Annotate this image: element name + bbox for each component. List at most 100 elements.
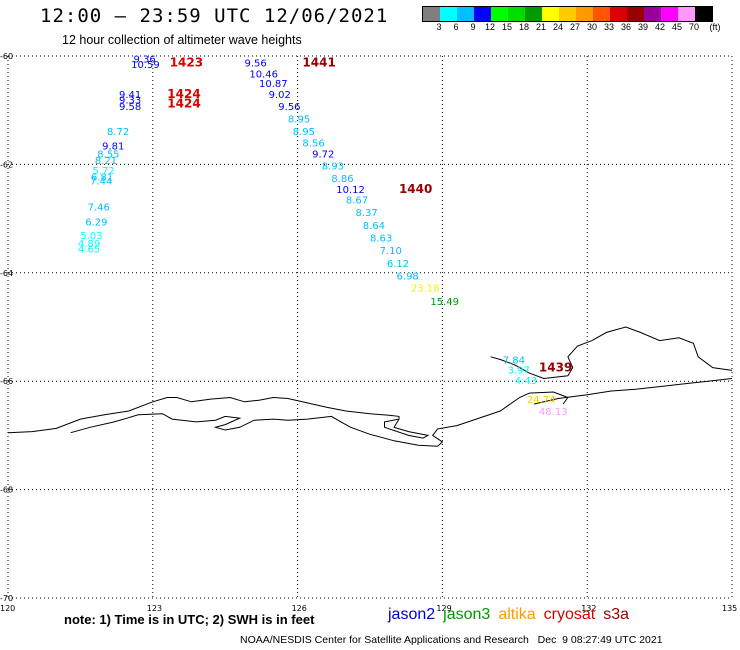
colorbar-tick: 12 xyxy=(484,22,496,32)
swh-label: 7.10 xyxy=(380,246,402,257)
legend-item: jason3 xyxy=(443,606,491,623)
swh-label: 10.87 xyxy=(259,79,288,90)
colorbar-swatch xyxy=(627,7,644,21)
orbit-label: 1441 xyxy=(302,56,335,70)
swh-label: 9.56 xyxy=(245,59,267,70)
coastline-segment xyxy=(7,396,430,439)
colorbar-swatch xyxy=(474,7,491,21)
colorbar-swatch xyxy=(508,7,525,21)
colorbar-tick: 21 xyxy=(535,22,547,32)
lat-tick-label: -64 xyxy=(0,269,13,278)
swh-label: 8.95 xyxy=(288,114,310,125)
colorbar-swatch xyxy=(593,7,610,21)
colorbar-tick: 24 xyxy=(552,22,564,32)
colorbar-tick: 42 xyxy=(654,22,666,32)
lat-tick-label: -62 xyxy=(0,160,13,169)
page-subtitle: 12 hour collection of altimeter wave hei… xyxy=(62,33,302,47)
colorbar-tick: 45 xyxy=(671,22,683,32)
colorbar-swatch xyxy=(644,7,661,21)
swh-label: 8.95 xyxy=(293,127,315,138)
colorbar-tick: 30 xyxy=(586,22,598,32)
page-title: 12:00 – 23:59 UTC 12/06/2021 xyxy=(40,5,389,27)
swh-label: 7.46 xyxy=(88,203,110,214)
swh-label: 9.56 xyxy=(278,102,300,113)
coastline-segment xyxy=(533,378,733,405)
swh-label: 6.29 xyxy=(85,217,107,228)
swh-label: 3.97 xyxy=(508,365,530,376)
coastline-segment xyxy=(70,391,569,447)
swh-label: 48.13 xyxy=(539,407,568,418)
colorbar-tick: 33 xyxy=(603,22,615,32)
colorbar-tick: 3 xyxy=(436,22,442,32)
swh-label: 9.81 xyxy=(102,141,124,152)
lon-tick-label: 132 xyxy=(581,604,596,613)
orbit-label: 1424 xyxy=(167,97,200,111)
colorbar-swatch xyxy=(661,7,678,21)
swh-label: 8.63 xyxy=(370,234,392,245)
swh-label: 10.12 xyxy=(336,185,365,196)
swh-label: 8.93 xyxy=(322,161,344,172)
colorbar-swatch xyxy=(525,7,542,21)
swh-label: 10.46 xyxy=(249,69,278,80)
swh-label: 9.41 xyxy=(119,90,141,101)
credit-line: NOAA/NESDIS Center for Satellite Applica… xyxy=(240,634,663,646)
lat-tick-label: -70 xyxy=(0,594,13,603)
colorbar-swatch xyxy=(457,7,474,21)
swh-label: 6.81 xyxy=(91,172,113,183)
colorbar-swatch xyxy=(440,7,457,21)
colorbar-swatch xyxy=(491,7,508,21)
swh-colorbar xyxy=(422,6,713,22)
colorbar-ticks: 3 6 9 12 15 18 21 24 27 30 33 36 39 42 45 70 (ft) xyxy=(0,22,740,34)
colorbar-swatch xyxy=(678,7,695,21)
lat-tick-label: -66 xyxy=(0,377,13,386)
swh-label: 9.72 xyxy=(312,150,334,161)
satellite-legend: jason2 jason3 altika cryosat s3a xyxy=(388,606,637,624)
swh-label: 8.21 xyxy=(95,156,117,167)
colorbar-swatch xyxy=(559,7,576,21)
colorbar-tick: 15 xyxy=(501,22,513,32)
lon-tick-label: 120 xyxy=(0,604,15,613)
swh-label: 9.33 xyxy=(119,95,141,106)
colorbar-tick: (ft) xyxy=(709,22,721,32)
swh-label: 8.55 xyxy=(97,150,119,161)
legend-item: jason2 xyxy=(388,606,436,623)
swh-label: 5.03 xyxy=(80,231,102,242)
swh-label: 8.67 xyxy=(346,196,368,207)
swh-label: 4.89 xyxy=(78,239,100,250)
swh-label: 5.72 xyxy=(92,166,114,177)
orbit-label: 1439 xyxy=(539,361,572,375)
swh-label: 4.43 xyxy=(515,376,537,387)
lon-tick-label: 135 xyxy=(722,604,737,613)
orbit-label: 1423 xyxy=(170,56,203,70)
swh-label: 6.12 xyxy=(387,259,409,270)
legend-item: cryosat xyxy=(543,606,596,623)
swh-label: 9.36 xyxy=(133,55,155,66)
graticule xyxy=(7,55,733,599)
swh-label: 15.49 xyxy=(430,297,459,308)
swh-label: 8.56 xyxy=(302,139,324,150)
colorbar-swatch xyxy=(610,7,627,21)
legend-item: altika xyxy=(498,606,536,623)
swh-label: 6.98 xyxy=(397,272,419,283)
legend-item: s3a xyxy=(603,606,630,623)
lat-tick-label: -60 xyxy=(0,52,13,61)
orbit-label: 1424 xyxy=(167,87,200,101)
swh-label: 24.74 xyxy=(527,395,556,406)
colorbar-tick: 27 xyxy=(569,22,581,32)
swh-label: 8.64 xyxy=(363,221,385,232)
colorbar-swatch xyxy=(542,7,559,21)
swh-label: 4.65 xyxy=(78,244,100,255)
lon-tick-label: 123 xyxy=(147,604,162,613)
colorbar-tick: 6 xyxy=(453,22,459,32)
colorbar-tick: 36 xyxy=(620,22,632,32)
swh-label: 8.86 xyxy=(331,174,353,185)
lon-tick-label: 129 xyxy=(436,604,451,613)
colorbar-swatch xyxy=(695,7,712,21)
colorbar-tick: 39 xyxy=(637,22,649,32)
lat-tick-label: -68 xyxy=(0,486,13,495)
colorbar-swatch xyxy=(576,7,593,21)
colorbar-tick: 70 xyxy=(688,22,700,32)
swh-label: 7.44 xyxy=(90,177,112,188)
